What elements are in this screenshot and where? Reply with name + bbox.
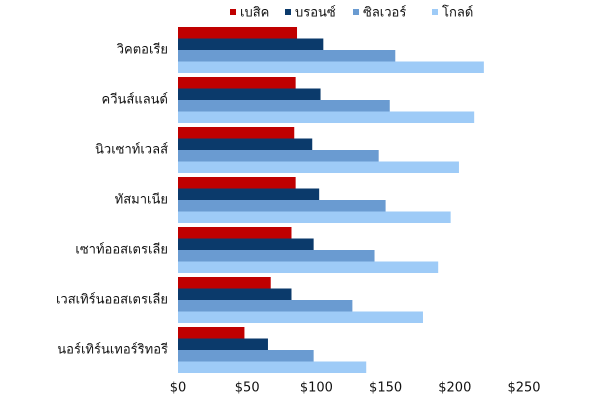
bar	[178, 361, 367, 373]
bar	[178, 200, 386, 212]
x-tick-label: $50	[235, 381, 260, 396]
bar	[178, 100, 390, 112]
bar	[178, 327, 245, 339]
bar	[178, 150, 379, 162]
y-tick-label: ควีนส์แลนด์	[102, 92, 169, 108]
bar	[178, 77, 296, 89]
bar	[178, 350, 314, 362]
y-tick-label: วิคตอเรีย	[116, 42, 168, 58]
legend-swatch	[230, 9, 236, 15]
legend-swatch	[353, 9, 359, 15]
bar	[178, 311, 423, 323]
x-tick-label: $100	[300, 381, 333, 396]
legend-swatch	[285, 9, 291, 15]
y-tick-label: เซาท์ออสเตรเลีย	[75, 242, 168, 258]
bar	[178, 288, 292, 300]
bar	[178, 161, 459, 173]
x-tick-label: $200	[438, 381, 471, 396]
bar	[178, 127, 295, 139]
x-tick-label: $0	[170, 381, 187, 396]
bar	[178, 50, 396, 62]
bar	[178, 27, 298, 39]
bar	[178, 38, 324, 50]
bar	[178, 338, 268, 350]
bar	[178, 238, 314, 250]
legend-label: โกลด์	[442, 5, 473, 21]
legend-label: ซิลเวอร์	[363, 5, 406, 21]
legend-label: บรอนซ์	[295, 5, 336, 21]
bar	[178, 300, 353, 312]
bar	[178, 188, 320, 200]
bar	[178, 277, 271, 289]
bar	[178, 177, 296, 189]
bar	[178, 61, 484, 73]
bar	[178, 250, 375, 262]
bar	[178, 211, 451, 223]
bar	[178, 227, 292, 239]
legend-swatch	[432, 9, 438, 15]
y-tick-label: ทัสมาเนีย	[115, 192, 168, 208]
bar	[178, 261, 439, 273]
bar	[178, 138, 313, 150]
bar	[178, 111, 475, 123]
y-tick-label: นอร์เทิร์นเทอร์ริทอรี	[57, 342, 168, 358]
x-tick-label: $250	[507, 381, 540, 396]
x-tick-label: $150	[369, 381, 402, 396]
legend-label: เบสิค	[240, 6, 269, 21]
y-tick-label: นิวเซาท์เวลส์	[95, 142, 168, 158]
y-tick-label: เวสเทิร์นออสเตรเลีย	[56, 292, 168, 308]
bar	[178, 88, 321, 100]
